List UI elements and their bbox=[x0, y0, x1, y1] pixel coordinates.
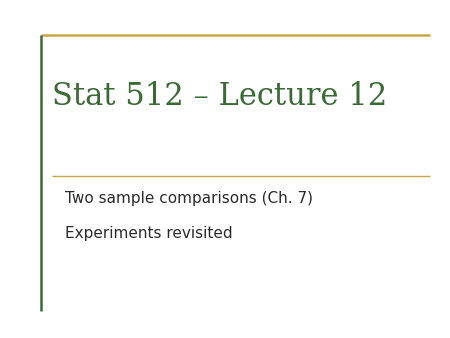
Text: Stat 512 – Lecture 12: Stat 512 – Lecture 12 bbox=[52, 81, 387, 112]
Text: Two sample comparisons (Ch. 7): Two sample comparisons (Ch. 7) bbox=[65, 191, 313, 206]
Text: Experiments revisited: Experiments revisited bbox=[65, 226, 233, 241]
